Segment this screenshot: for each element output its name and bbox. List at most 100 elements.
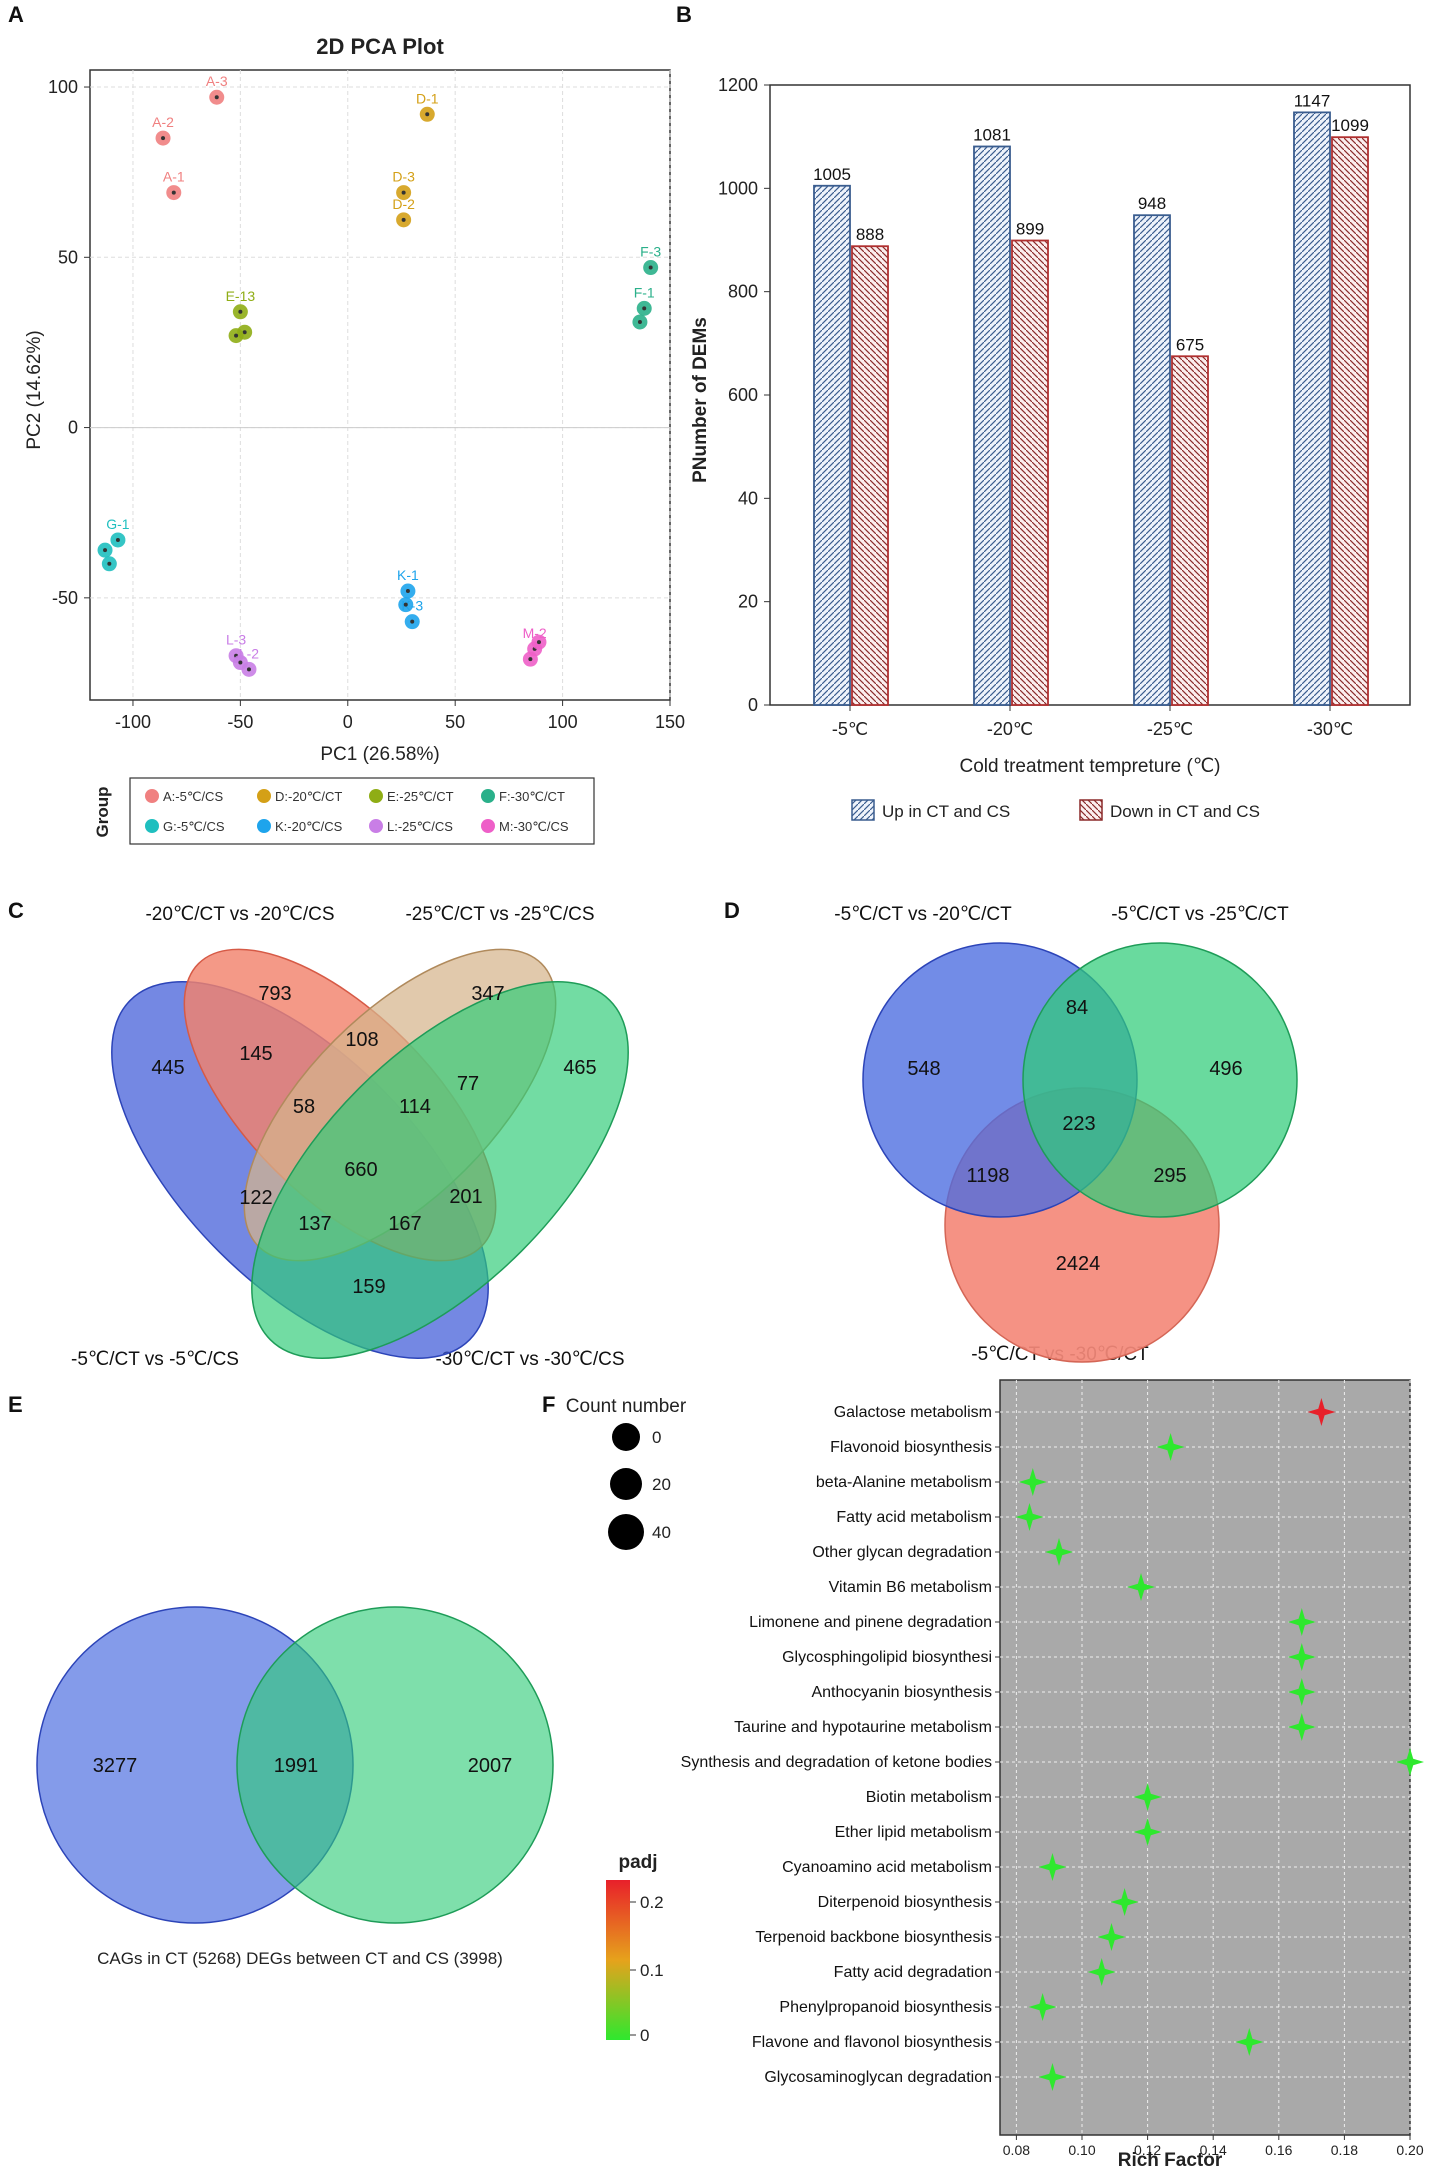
venn4-region: 108 (345, 1029, 378, 1051)
pca-y-tick-label: 50 (58, 247, 78, 267)
bar-down (851, 245, 889, 706)
pca-points: A-2A-3A-1D-1D-3D-2E-13F-3F-1G-1K-1K-3L-3… (97, 73, 661, 677)
bar-x-tick-label: -5℃ (832, 719, 868, 739)
enrichment-pathway-label: Taurine and hypotaurine metabolism (734, 1719, 992, 1736)
pca-y-label: PC2 (14.62%) (24, 330, 45, 449)
panel-label-b: B (676, 2, 692, 27)
pca-point-label: D-2 (392, 196, 415, 212)
size-legend-value: 0 (652, 1428, 661, 1447)
enrichment-x-tick-label: 0.12 (1134, 2142, 1161, 2158)
venn4-region: 167 (388, 1213, 421, 1235)
enrichment-x-tick-label: 0.14 (1200, 2142, 1227, 2158)
bar-x-tick-label: -25℃ (1147, 719, 1193, 739)
venn4-region: 201 (449, 1186, 482, 1208)
pca-point-center (401, 217, 406, 222)
enrichment-point (1097, 1923, 1126, 1951)
pca-point-center (103, 548, 108, 553)
enrichment-pathway-label: beta-Alanine metabolism (816, 1474, 992, 1491)
venn3-region: 496 (1209, 1058, 1242, 1080)
venn4-region: 77 (457, 1073, 479, 1095)
padj-legend-title: padj (618, 1852, 657, 1873)
venn2-region-left: 3277 (93, 1755, 138, 1777)
pca-legend-swatch (145, 819, 159, 833)
bar-value-label: 888 (856, 225, 884, 244)
size-legend-dot-medium (610, 1468, 642, 1500)
venn4-region: 137 (298, 1213, 331, 1235)
venn3-region: 295 (1153, 1165, 1186, 1187)
bar-up (813, 184, 851, 706)
enrichment-point (1287, 1713, 1316, 1741)
pca-point-center (405, 589, 410, 594)
bar-y-tick-label: 1000 (718, 178, 758, 198)
pca-point-label: D-3 (392, 169, 415, 185)
pca-point-center (107, 561, 112, 566)
bar-value-label: 1147 (1294, 91, 1331, 110)
enrichment-point (1038, 1853, 1067, 1881)
pca-grid (90, 70, 671, 700)
pca-point-label: F-3 (640, 244, 661, 260)
enrichment-point (1287, 1608, 1316, 1636)
venn4-region: 793 (258, 983, 291, 1005)
enrichment-x-tick-label: 0.18 (1331, 2142, 1358, 2158)
pca-point-center (536, 640, 541, 645)
pca-plot-frame (89, 69, 671, 701)
pca-point-label: L-3 (226, 632, 246, 648)
enrichment-pathway-label: Galactose metabolism (834, 1404, 992, 1421)
venn4-set-1-label: -20℃/CT vs -20℃/CS (145, 904, 334, 925)
pca-point-center (642, 306, 647, 311)
venn2-region-both: 1991 (274, 1755, 319, 1777)
bar-y-label: PNumber of DEMs (690, 317, 711, 483)
enrichment-pathway-label: Glycosaminoglycan degradation (764, 2069, 992, 2086)
venn4-region: 58 (293, 1096, 315, 1118)
enrichment-pathway-label: Phenylpropanoid biosynthesis (779, 1999, 992, 2016)
bar-legend-swatch-up (851, 799, 875, 821)
pca-point-label: D-1 (416, 90, 439, 106)
panel-d-venn3: D -5℃/CT vs -20℃/CT -5℃/CT vs -25℃/CT -5… (724, 898, 1298, 1365)
pca-legend-box (129, 777, 595, 845)
pca-legend-label: E:-25℃/CT (387, 789, 454, 804)
enrichment-point (1133, 1783, 1162, 1811)
enrichment-pathway-label: Fatty acid degradation (834, 1964, 992, 1981)
pca-y-tick-label: 0 (68, 418, 78, 438)
venn4-region: 660 (344, 1159, 377, 1181)
pca-legend-swatch (145, 789, 159, 803)
enrichment-pathway-label: Limonene and pinene degradation (749, 1614, 992, 1631)
pca-legend-swatch (257, 789, 271, 803)
enrichment-pathway-label: Terpenoid backbone biosynthesis (755, 1929, 992, 1946)
bar-down (1331, 136, 1369, 706)
pca-point-center (115, 537, 120, 542)
pca-legend-label: L:-25℃/CS (387, 819, 453, 834)
pca-x-tick-label: -50 (227, 712, 253, 732)
bar-y-tick-label: 600 (728, 385, 758, 405)
enrichment-pathway-label: Cyanoamino acid metabolism (782, 1859, 992, 1876)
pca-legend-swatch (369, 789, 383, 803)
panel-f-enrichment: F Count number 0 20 40 padj 0.2 0.1 0 Ga… (542, 1379, 1424, 2170)
bar-y-tick-label: 800 (728, 282, 758, 302)
pca-x-tick-label: 50 (445, 712, 465, 732)
enrichment-pathway-label: Synthesis and degradation of ketone bodi… (681, 1754, 992, 1771)
enrichment-point (1287, 1678, 1316, 1706)
enrichment-point (1015, 1503, 1044, 1531)
bar-up (1133, 214, 1171, 706)
size-legend-title: Count number (566, 1396, 687, 1417)
enrichment-x-tick-label: 0.16 (1265, 2142, 1292, 2158)
enrichment-point (1127, 1573, 1155, 1601)
pca-legend-label: D:-20℃/CT (275, 789, 342, 804)
panel-label-a: A (8, 2, 24, 27)
bar-up (1293, 111, 1331, 706)
pca-point-center (214, 95, 219, 100)
pca-legend-swatch (257, 819, 271, 833)
pca-point-center (648, 265, 653, 270)
enrichment-pathway-label: Biotin metabolism (866, 1789, 992, 1806)
venn3-region: 1198 (966, 1165, 1009, 1187)
pca-x-label: PC1 (26.58%) (320, 744, 439, 765)
panel-b-bars: B 0 20 40 600 800 1000 1200 1005 888 -5℃ 1081 899 -… (676, 2, 1411, 821)
panel-label-c: C (8, 898, 24, 923)
panel-label-d: D (724, 898, 740, 923)
pca-point-center (401, 190, 406, 195)
bar-value-label: 899 (1016, 220, 1044, 239)
enrichment-x-tick-label: 0.08 (1003, 2142, 1030, 2158)
bar-value-label: 948 (1138, 194, 1166, 213)
bar-down (1011, 239, 1049, 706)
